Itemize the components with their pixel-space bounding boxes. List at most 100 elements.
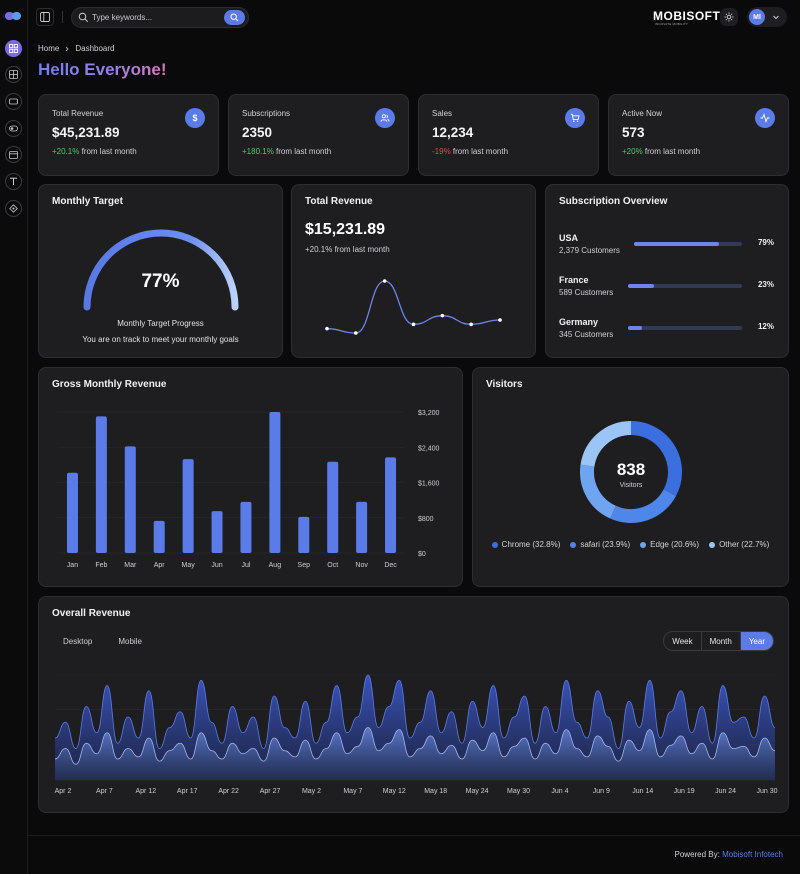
line-point [440,313,445,318]
subscription-row-france: France 589 Customers 23% [559,275,774,301]
sidebar-item-calendar[interactable] [5,146,22,163]
revenue-value: $15,231.89 [305,221,386,238]
progress-fill [628,284,655,288]
x-tick-label: Apr 2 [55,788,72,795]
stat-card-sales: Sales 12,234 -19% from last month [418,94,599,176]
x-tick-label: Jan [67,562,78,569]
toggle-icon [9,125,18,132]
legend-label: Other (22.7%) [719,540,770,549]
percent-label: 23% [757,280,774,289]
sidebar-item-diamond[interactable] [5,200,22,217]
legend-dot [570,541,577,548]
range-year-button[interactable]: Year [740,632,773,650]
x-tick-label: Jun 9 [593,788,610,795]
stat-value: 573 [622,125,645,140]
donut-slice [580,421,632,468]
y-tick-label: $2,400 [418,445,440,452]
desktop-series-line [54,674,776,749]
search-bar [71,7,249,28]
visitors-total-label: Visitors [620,482,643,489]
x-tick-label: Jun 30 [756,788,777,795]
footer-link[interactable]: Mobisoft Infotech [722,850,783,859]
x-tick-label: May 24 [466,788,489,795]
stat-card-total-revenue: Total Revenue $45,231.89 +20.1% from las… [38,94,219,176]
stat-title: Subscriptions [242,109,291,118]
customer-count: 589 Customers [559,288,614,297]
tab-mobile[interactable]: Mobile [118,637,142,646]
line-point [354,331,358,335]
panel-left-icon [40,12,50,22]
y-tick-label: $3,200 [418,410,440,417]
x-tick-label: Apr 7 [96,788,113,795]
legend-label: safari (23.9%) [580,540,631,549]
search-button[interactable] [224,10,245,25]
dashboard-icon [9,44,18,53]
stat-card-active-now: Active Now 573 +20% from last month [608,94,789,176]
sidebar-toggle-button[interactable] [36,8,54,26]
sidebar-item-text[interactable] [5,173,22,190]
subscription-row-usa: USA 2,379 Customers 79% [559,233,774,259]
card-title: Total Revenue [305,196,373,207]
gauge-percent: 77% [141,271,180,292]
x-tick-label: Oct [327,562,338,569]
tab-desktop[interactable]: Desktop [63,637,93,646]
visitors-total: 838 [617,460,645,479]
chevron-right-icon [66,46,69,51]
progress-track [628,284,742,288]
calendar-icon [9,151,18,159]
revenue-change: +20.1% from last month [305,245,390,254]
breadcrumb-home[interactable]: Home [38,44,60,53]
bar [66,472,78,553]
search-input[interactable] [92,10,222,25]
mobile-series-area [55,727,775,780]
legend-dot [491,541,498,548]
cart-icon [565,108,585,128]
stat-change: +20% from last month [622,147,700,156]
text-icon [10,177,17,185]
x-tick-label: Jun 19 [674,788,695,795]
donut-slice [630,421,682,496]
stat-change-value: +180.1% [242,147,274,156]
sidebar-item-toggle[interactable] [5,120,22,137]
x-tick-label: Sep [298,562,311,569]
footer-divider [28,835,800,836]
x-tick-label: Apr 12 [136,788,157,795]
brand-logo[interactable]: MOBISOFT [653,9,721,23]
stat-title: Active Now [622,109,663,118]
range-month-button[interactable]: Month [702,632,741,650]
line-point [469,322,473,327]
line-point [325,326,329,331]
sidebar-item-card[interactable] [5,93,22,110]
stat-change-suffix: from last month [273,147,332,156]
platform-tabs: Desktop Mobile [63,637,142,646]
legend-label: Edge (20.6%) [650,540,700,549]
visitors-donut-chart: 838 Visitors [580,421,682,523]
legend-item: safari (23.9%) [570,540,630,549]
visitors-card: Visitors 838 Visitors Chrome (32.8%) safar… [472,367,789,587]
search-icon [78,12,89,23]
x-tick-label: May 30 [507,788,530,795]
x-tick-label: Jun 14 [632,788,653,795]
gross-monthly-revenue-card: Gross Monthly Revenue $0 $800 $1,600 $2,400… [38,367,463,587]
x-tick-label: Jul [241,562,250,569]
stat-title: Sales [432,109,453,118]
app-logo-icon[interactable] [5,12,21,20]
legend-item: Edge (20.6%) [640,540,699,549]
sidebar-item-grid[interactable] [5,66,22,83]
progress-fill [634,242,720,246]
line-point [382,279,387,283]
diamond-icon [9,204,18,213]
card-title: Overall Revenue [52,608,131,619]
breadcrumb: Home Dashboard [38,44,114,53]
theme-toggle-button[interactable] [720,8,738,26]
legend-item: Other (22.7%) [709,540,769,549]
user-menu-button[interactable]: MI [747,7,787,27]
footer-prefix: Powered By: [674,850,723,859]
country-name: USA [559,233,579,243]
donut-slice [610,489,676,523]
card-title: Subscription Overview [559,196,668,207]
sidebar-item-dashboard[interactable] [5,40,22,57]
range-week-button[interactable]: Week [664,632,702,650]
x-tick-label: Apr 27 [260,788,281,795]
x-tick-label: Nov [355,562,368,569]
